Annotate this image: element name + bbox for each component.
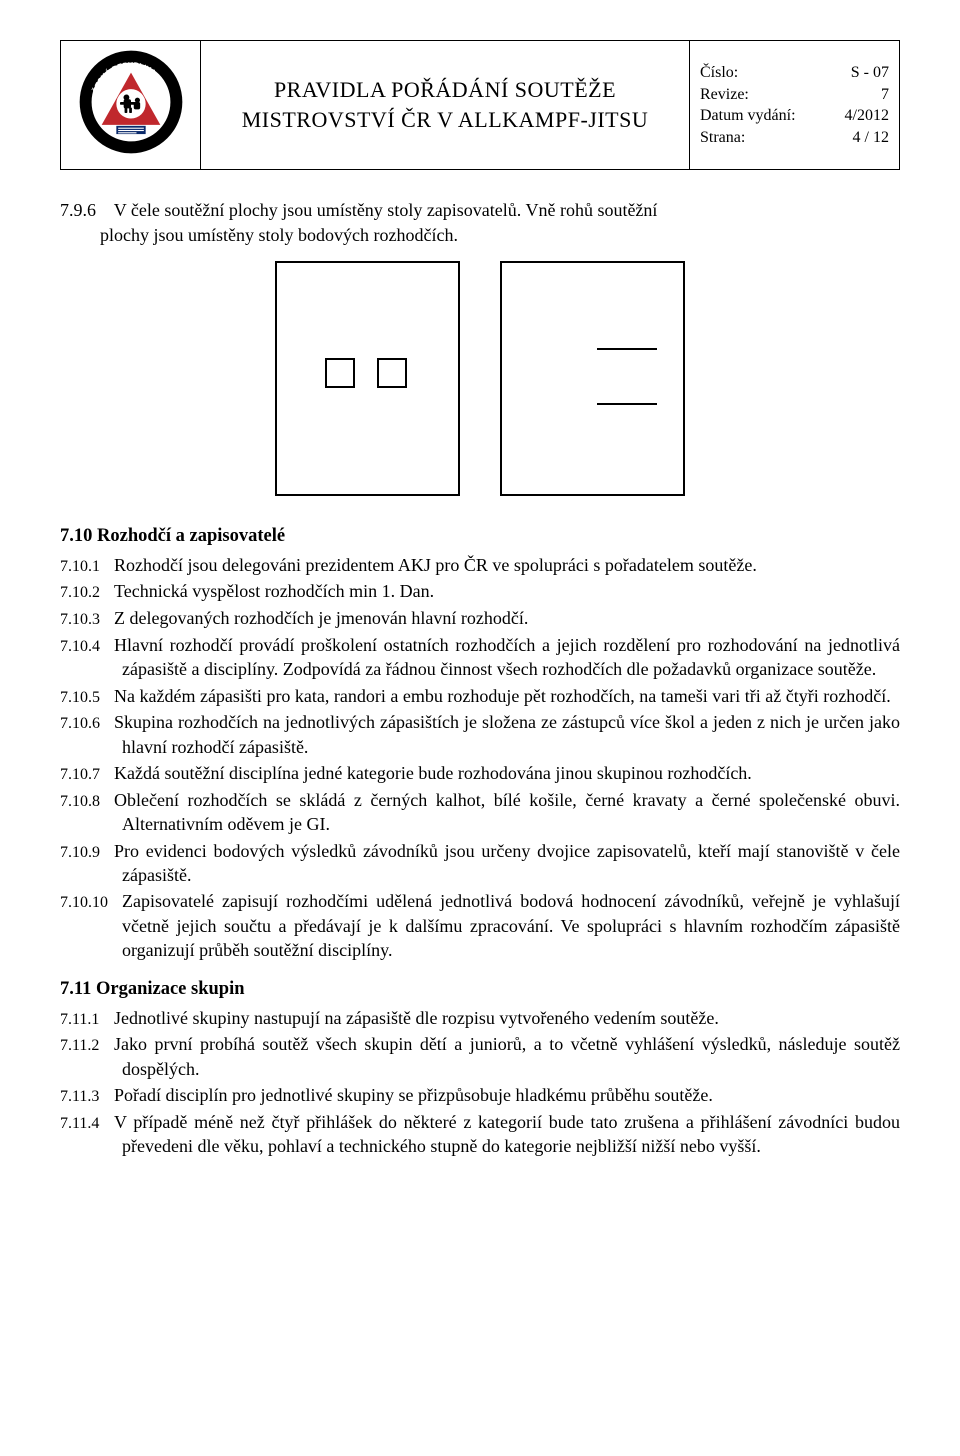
list-item: 7.10.7Každá soutěžní disciplína jedné ka… bbox=[60, 761, 900, 786]
section-711-list: 7.11.1Jednotlivé skupiny nastupují na zá… bbox=[60, 1006, 900, 1159]
intro-text-b: plochy jsou umístěny stoly bodových rozh… bbox=[60, 223, 458, 247]
diagram-hline bbox=[597, 348, 657, 350]
list-item: 7.10.10Zapisovatelé zapisují rozhodčími … bbox=[60, 889, 900, 962]
meta-revize-val: 7 bbox=[881, 84, 889, 106]
list-item: 7.10.9Pro evidenci bodových výsledků záv… bbox=[60, 839, 900, 888]
section-710-list: 7.10.1Rozhodčí jsou delegováni prezident… bbox=[60, 553, 900, 963]
item-num: 7.10.9 bbox=[60, 842, 114, 864]
meta-datum-val: 4/2012 bbox=[845, 105, 889, 127]
list-item: 7.11.1Jednotlivé skupiny nastupují na zá… bbox=[60, 1006, 900, 1031]
list-item: 7.11.4V případě méně než čtyř přihlášek … bbox=[60, 1110, 900, 1159]
item-num: 7.10.4 bbox=[60, 636, 114, 658]
item-num: 7.10.8 bbox=[60, 791, 114, 813]
item-num: 7.11.3 bbox=[60, 1086, 114, 1108]
item-text: Oblečení rozhodčích se skládá z černých … bbox=[114, 790, 900, 835]
document-header: ČESKÁ REPUBLIKA ALLKAMPF · JITSU bbox=[60, 40, 900, 170]
intro-paragraph: 7.9.6 V čele soutěžní plochy jsou umístě… bbox=[60, 198, 900, 247]
item-text: Jako první probíhá soutěž všech skupin d… bbox=[114, 1034, 900, 1079]
item-num: 7.11.2 bbox=[60, 1035, 114, 1057]
item-text: Technická vyspělost rozhodčích min 1. Da… bbox=[114, 581, 434, 601]
item-num: 7.10.1 bbox=[60, 556, 114, 578]
item-text: V případě méně než čtyř přihlášek do něk… bbox=[114, 1112, 900, 1157]
meta-cell: Číslo: S - 07 Revize: 7 Datum vydání: 4/201… bbox=[690, 41, 900, 170]
item-num: 7.11.4 bbox=[60, 1113, 114, 1135]
item-text: Rozhodčí jsou delegováni prezidentem AKJ… bbox=[114, 555, 757, 575]
item-text: Pro evidenci bodových výsledků závodníků… bbox=[114, 841, 900, 886]
item-text: Každá soutěžní disciplína jedné kategori… bbox=[114, 763, 752, 783]
list-item: 7.10.3Z delegovaných rozhodčích je jmeno… bbox=[60, 606, 900, 631]
list-item: 7.10.1Rozhodčí jsou delegováni prezident… bbox=[60, 553, 900, 578]
logo-cell: ČESKÁ REPUBLIKA ALLKAMPF · JITSU bbox=[61, 41, 201, 170]
list-item: 7.10.8Oblečení rozhodčích se skládá z če… bbox=[60, 788, 900, 837]
diagrams-row bbox=[60, 261, 900, 496]
title-cell: PRAVIDLA POŘÁDÁNÍ SOUTĚŽE MISTROVSTVÍ ČR… bbox=[201, 41, 690, 170]
intro-text-a: V čele soutěžní plochy jsou umístěny sto… bbox=[114, 200, 658, 220]
item-num: 7.10.5 bbox=[60, 687, 114, 709]
meta-cislo-val: S - 07 bbox=[851, 62, 889, 84]
title-line-1: PRAVIDLA POŘÁDÁNÍ SOUTĚŽE bbox=[211, 75, 679, 105]
item-text: Pořadí disciplín pro jednotlivé skupiny … bbox=[114, 1085, 713, 1105]
list-item: 7.11.2Jako první probíhá soutěž všech sk… bbox=[60, 1032, 900, 1081]
title-line-2: MISTROVSTVÍ ČR V ALLKAMPF-JITSU bbox=[211, 105, 679, 135]
meta-datum-label: Datum vydání: bbox=[700, 105, 796, 127]
akj-logo-icon: ČESKÁ REPUBLIKA ALLKAMPF · JITSU bbox=[76, 47, 186, 157]
diagram-hline bbox=[597, 403, 657, 405]
meta-revize-label: Revize: bbox=[700, 84, 749, 106]
item-text: Z delegovaných rozhodčích je jmenován hl… bbox=[114, 608, 528, 628]
item-num: 7.10.7 bbox=[60, 764, 114, 786]
item-num: 7.11.1 bbox=[60, 1009, 114, 1031]
diagram-right bbox=[500, 261, 685, 496]
list-item: 7.10.2Technická vyspělost rozhodčích min… bbox=[60, 579, 900, 604]
meta-cislo-label: Číslo: bbox=[700, 62, 738, 84]
meta-strana-label: Strana: bbox=[700, 127, 745, 149]
item-text: Zapisovatelé zapisují rozhodčími udělená… bbox=[122, 891, 900, 960]
list-item: 7.10.5Na každém zápasišti pro kata, rand… bbox=[60, 684, 900, 709]
list-item: 7.11.3Pořadí disciplín pro jednotlivé sk… bbox=[60, 1083, 900, 1108]
list-item: 7.10.6Skupina rozhodčích na jednotlivých… bbox=[60, 710, 900, 759]
section-711-heading: 7.11 Organizace skupin bbox=[60, 977, 900, 1002]
item-text: Skupina rozhodčích na jednotlivých zápas… bbox=[114, 712, 900, 757]
item-num: 7.10.3 bbox=[60, 609, 114, 631]
item-text: Na každém zápasišti pro kata, randori a … bbox=[114, 686, 891, 706]
item-text: Jednotlivé skupiny nastupují na zápasišt… bbox=[114, 1008, 719, 1028]
item-num: 7.10.2 bbox=[60, 582, 114, 604]
intro-num: 7.9.6 bbox=[60, 200, 96, 220]
section-710-heading: 7.10 Rozhodčí a zapisovatelé bbox=[60, 524, 900, 549]
meta-strana-val: 4 / 12 bbox=[853, 127, 889, 149]
diagram-small-square bbox=[325, 358, 355, 388]
diagram-small-square bbox=[377, 358, 407, 388]
list-item: 7.10.4Hlavní rozhodčí provádí proškolení… bbox=[60, 633, 900, 682]
item-text: Hlavní rozhodčí provádí proškolení ostat… bbox=[114, 635, 900, 680]
diagram-left bbox=[275, 261, 460, 496]
item-num: 7.10.10 bbox=[60, 892, 122, 914]
item-num: 7.10.6 bbox=[60, 713, 114, 735]
